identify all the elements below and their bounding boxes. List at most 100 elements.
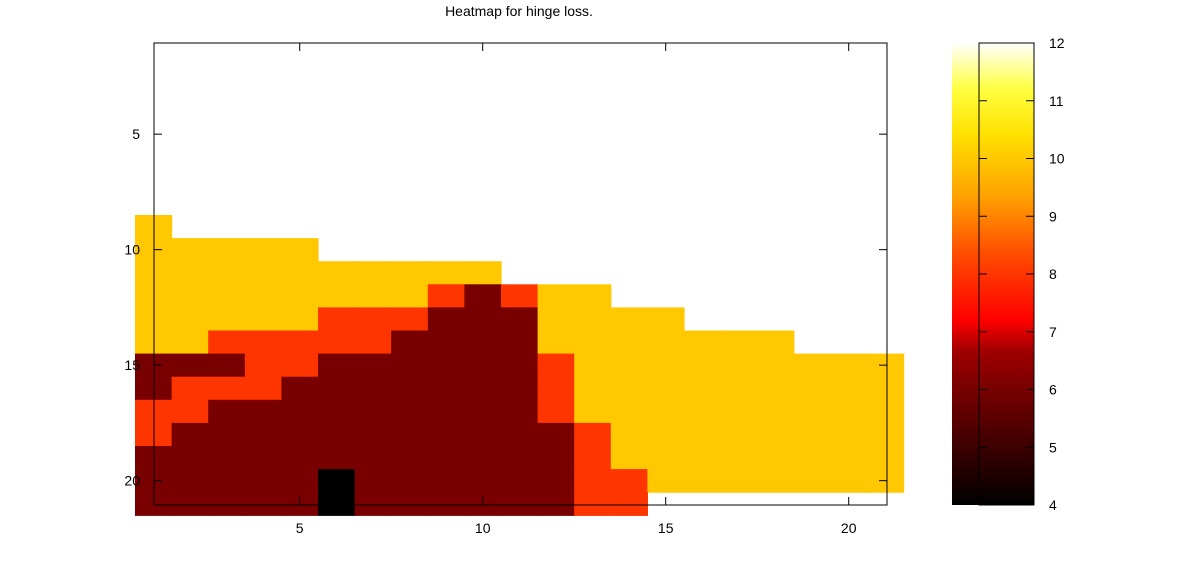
heatmap-cell bbox=[208, 376, 246, 401]
heatmap-cell bbox=[208, 492, 246, 516]
heatmap-cell bbox=[208, 422, 246, 447]
heatmap-cell bbox=[501, 469, 539, 493]
heatmap-cell bbox=[464, 261, 502, 285]
heatmap-cell bbox=[208, 399, 246, 424]
x-tick-label: 10 bbox=[475, 520, 491, 536]
heatmap-cell bbox=[501, 422, 539, 447]
heatmap-cell bbox=[501, 399, 539, 424]
heatmap-cell bbox=[574, 492, 612, 516]
heatmap-cell bbox=[391, 307, 429, 332]
heatmap-cell bbox=[537, 353, 575, 378]
colorbar-tick-label: 9 bbox=[1049, 208, 1057, 224]
heatmap-cell bbox=[427, 492, 465, 516]
heatmap-cell bbox=[684, 330, 722, 355]
colorbar-tick-label: 11 bbox=[1049, 93, 1064, 109]
heatmap-cell bbox=[501, 353, 539, 378]
heatmap-cell bbox=[354, 469, 392, 493]
heatmap-cell bbox=[244, 399, 282, 424]
heatmap-cell bbox=[281, 469, 319, 493]
colorbar-tick-label: 8 bbox=[1049, 266, 1057, 282]
colorbar-tick-label: 7 bbox=[1049, 324, 1057, 340]
heatmap-cell bbox=[354, 492, 392, 516]
heatmap-cell bbox=[830, 353, 868, 378]
heatmap-cell bbox=[281, 307, 319, 332]
heatmap-cell bbox=[684, 353, 722, 378]
heatmap-cell bbox=[354, 353, 392, 378]
heatmap-cell bbox=[318, 446, 356, 470]
heatmap-cell bbox=[464, 307, 502, 332]
heatmap-cell bbox=[464, 399, 502, 424]
heatmap-cell bbox=[647, 469, 685, 493]
x-tick-label: 20 bbox=[841, 520, 857, 536]
heatmap-cell bbox=[427, 446, 465, 470]
heatmap-cell bbox=[501, 307, 539, 332]
heatmap-cell bbox=[793, 353, 831, 378]
heatmap-cell bbox=[171, 469, 209, 493]
heatmap-cell bbox=[208, 261, 246, 285]
y-tick-label: 20 bbox=[124, 473, 140, 489]
heatmap-cell bbox=[427, 330, 465, 355]
heatmap-cell bbox=[391, 330, 429, 355]
heatmap-cell bbox=[610, 376, 648, 401]
heatmap-cell bbox=[574, 422, 612, 447]
heatmap-cell bbox=[171, 307, 209, 332]
heatmap-cell bbox=[610, 446, 648, 470]
heatmap-cell bbox=[354, 307, 392, 332]
y-tick-label: 5 bbox=[132, 126, 140, 142]
heatmap-cell bbox=[318, 376, 356, 401]
heatmap-cell bbox=[757, 446, 795, 470]
colorbar-tick-label: 10 bbox=[1049, 151, 1065, 167]
colorbar-tick-label: 5 bbox=[1049, 439, 1057, 455]
heatmap-cell bbox=[793, 399, 831, 424]
heatmap-cell bbox=[501, 446, 539, 470]
heatmap-cell bbox=[318, 284, 356, 308]
heatmap-cell bbox=[684, 446, 722, 470]
heatmap-cell bbox=[208, 284, 246, 308]
heatmap-cell bbox=[647, 353, 685, 378]
colorbar-tick-label: 6 bbox=[1049, 382, 1057, 398]
heatmap-cell bbox=[757, 353, 795, 378]
heatmap-cell bbox=[427, 307, 465, 332]
heatmap-cell bbox=[867, 376, 905, 401]
heatmap-cell bbox=[464, 376, 502, 401]
heatmap-cell bbox=[720, 353, 758, 378]
heatmap-cell bbox=[354, 261, 392, 285]
heatmap-cell bbox=[391, 284, 429, 308]
heatmap-cell bbox=[208, 469, 246, 493]
heatmap-cell bbox=[427, 422, 465, 447]
heatmap-cell bbox=[208, 238, 246, 262]
heatmap-cell bbox=[427, 284, 465, 308]
heatmap-cell bbox=[793, 376, 831, 401]
heatmap-cell bbox=[830, 399, 868, 424]
heatmap-cell bbox=[610, 422, 648, 447]
heatmap-cell bbox=[244, 238, 282, 262]
heatmap-cell bbox=[757, 330, 795, 355]
heatmap-cell bbox=[354, 399, 392, 424]
heatmap-cell bbox=[574, 307, 612, 332]
heatmap-cell bbox=[647, 446, 685, 470]
heatmap-cell bbox=[171, 446, 209, 470]
colorbar-ticks: 4 5 6 7 8 9 10 11 12 bbox=[979, 35, 1065, 513]
heatmap-cell bbox=[318, 399, 356, 424]
heatmap-cell bbox=[354, 422, 392, 447]
heatmap-cell bbox=[281, 376, 319, 401]
heatmap-cell bbox=[391, 469, 429, 493]
heatmap-cell bbox=[171, 330, 209, 355]
y-tick-label: 10 bbox=[124, 242, 140, 258]
heatmap-cell bbox=[171, 238, 209, 262]
heatmap-cell bbox=[318, 307, 356, 332]
heatmap-cell bbox=[501, 376, 539, 401]
heatmap-cell bbox=[354, 376, 392, 401]
heatmap-cell bbox=[464, 446, 502, 470]
heatmap-cell bbox=[867, 399, 905, 424]
heatmap-cell bbox=[391, 376, 429, 401]
heatmap-cell bbox=[171, 399, 209, 424]
heatmap-cell bbox=[281, 399, 319, 424]
heatmap-cell bbox=[354, 284, 392, 308]
heatmap-cell bbox=[171, 422, 209, 447]
heatmap-cell bbox=[244, 330, 282, 355]
heatmap-cell bbox=[830, 376, 868, 401]
heatmap-cell bbox=[537, 469, 575, 493]
heatmap-cell bbox=[574, 284, 612, 308]
